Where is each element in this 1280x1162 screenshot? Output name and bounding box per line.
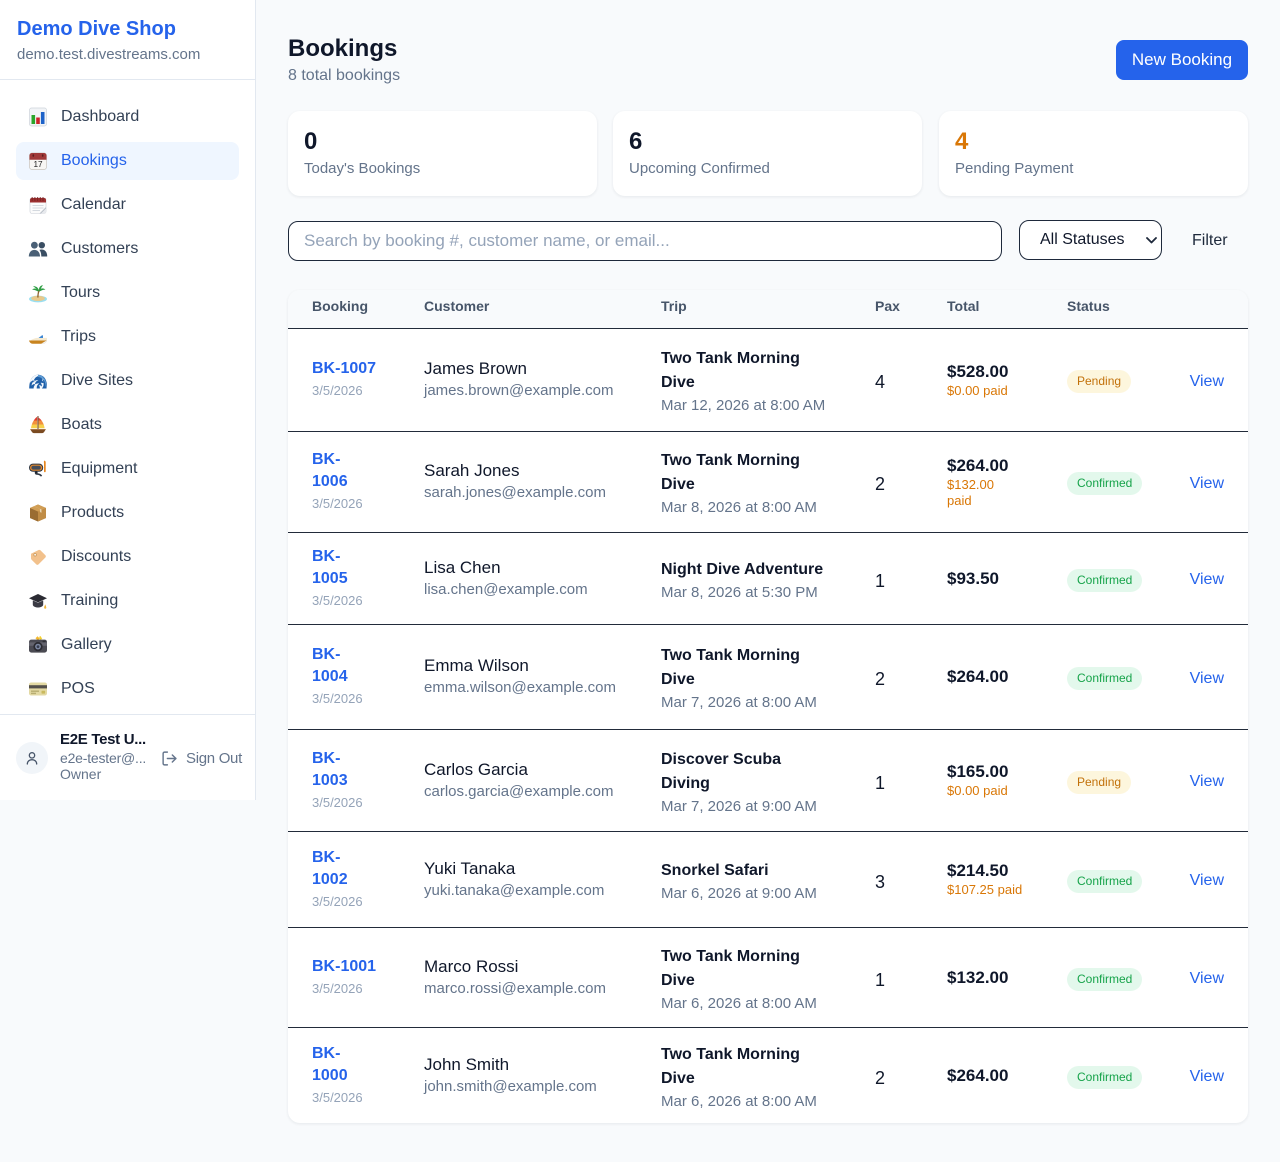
svg-text:17: 17	[33, 160, 43, 169]
